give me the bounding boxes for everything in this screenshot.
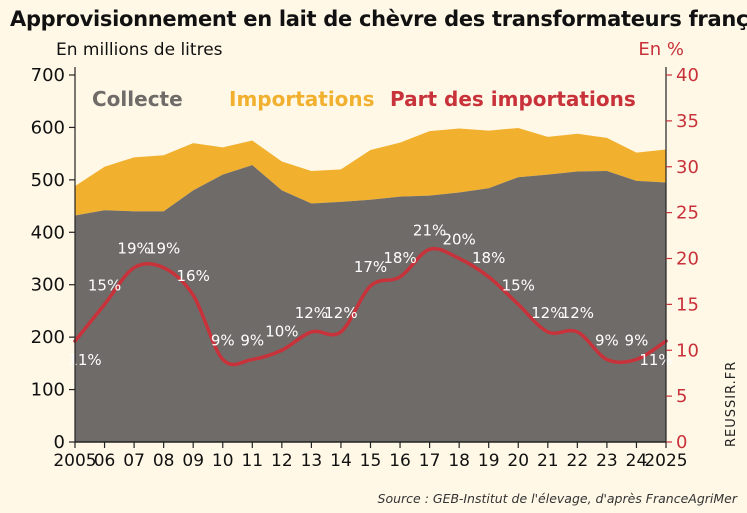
right-tick-label-20: 20 [676, 249, 699, 270]
legend-collecte: Collecte [92, 87, 183, 111]
right-tick-label-25: 25 [676, 203, 699, 224]
right-tick-label-10: 10 [676, 340, 699, 361]
x-tick-label-15: 15 [360, 451, 382, 471]
x-tick-label-07: 07 [123, 451, 145, 471]
x-tick-label-06: 06 [94, 451, 116, 471]
source-note: Source : GEB-Institut de l'élevage, d'ap… [378, 491, 738, 506]
part-label-2025: 11% [639, 351, 672, 369]
part-label-17: 21% [413, 221, 446, 239]
x-tick-label-2025: 2025 [644, 451, 687, 471]
x-tick-label-09: 09 [182, 451, 204, 471]
x-tick-label-2005: 2005 [53, 451, 96, 471]
x-tick-label-16: 16 [389, 451, 411, 471]
right-axis-unit: En % [638, 39, 684, 60]
part-label-24: 9% [625, 331, 649, 349]
x-tick-label-17: 17 [419, 451, 441, 471]
x-tick-label-14: 14 [330, 451, 352, 471]
right-tick-label-5: 5 [676, 386, 687, 407]
percentage-labels: 11%15%19%19%16%9% 9%10%12%12%17%18%21%20%… [68, 221, 672, 369]
right-tick-label-30: 30 [676, 157, 699, 178]
part-label-20: 15% [502, 276, 535, 294]
part-label-06: 15% [88, 276, 121, 294]
x-tick-label-21: 21 [537, 451, 559, 471]
importations-area [75, 127, 666, 216]
x-tick-label-24: 24 [626, 451, 648, 471]
left-tick-label-600: 600 [31, 117, 65, 138]
x-tick-label-08: 08 [153, 451, 175, 471]
chart-title: Approvisionnement en lait de chèvre des … [10, 7, 747, 31]
part-label-21: 12% [531, 304, 564, 322]
part-label-10: 9% [211, 331, 235, 349]
left-tick-label-0: 0 [54, 432, 65, 453]
x-tick-label-12: 12 [271, 451, 293, 471]
right-tick-label-35: 35 [676, 111, 699, 132]
part-label-09: 16% [177, 267, 210, 285]
x-tick-label-13: 13 [301, 451, 323, 471]
right-tick-label-40: 40 [676, 65, 699, 86]
legend-part: Part des importations [390, 87, 636, 111]
credit-label: REUSSIR.FR [724, 361, 739, 447]
part-importations-line [73, 246, 668, 367]
x-tick-label-23: 23 [596, 451, 618, 471]
x-tick-label-18: 18 [448, 451, 470, 471]
part-label-22: 12% [561, 304, 594, 322]
part-label-16: 18% [383, 249, 416, 267]
left-tick-label-400: 400 [31, 222, 65, 243]
part-label-14: 12% [324, 304, 357, 322]
line-layer [73, 246, 668, 367]
legend-importations: Importations [229, 87, 375, 111]
x-tick-label-20: 20 [507, 451, 529, 471]
part-label-11: 9% [240, 331, 264, 349]
x-tick-label-10: 10 [212, 451, 234, 471]
area-layer [75, 127, 666, 443]
collecte-area [75, 165, 666, 443]
left-tick-label-100: 100 [31, 380, 65, 401]
part-label-07: 19% [117, 240, 150, 258]
part-label-23: 9% [595, 331, 619, 349]
left-tick-label-500: 500 [31, 170, 65, 191]
part-label-18: 20% [442, 231, 475, 249]
x-tick-label-11: 11 [241, 451, 263, 471]
x-tick-label-19: 19 [478, 451, 500, 471]
part-label-15: 17% [354, 258, 387, 276]
axes-layer: 0100200300400500600700051015202530354020… [31, 65, 699, 471]
part-label-12: 10% [265, 322, 298, 340]
part-label-13: 12% [295, 304, 328, 322]
left-axis-unit: En millions de litres [56, 40, 223, 60]
left-tick-label-300: 300 [31, 275, 65, 296]
part-label-2005: 11% [68, 351, 101, 369]
left-tick-label-200: 200 [31, 327, 65, 348]
part-label-08: 19% [147, 240, 180, 258]
left-tick-label-700: 700 [31, 65, 65, 86]
part-label-19: 18% [472, 249, 505, 267]
right-tick-label-15: 15 [676, 294, 699, 315]
x-tick-label-22: 22 [567, 451, 589, 471]
right-tick-label-0: 0 [676, 432, 687, 453]
